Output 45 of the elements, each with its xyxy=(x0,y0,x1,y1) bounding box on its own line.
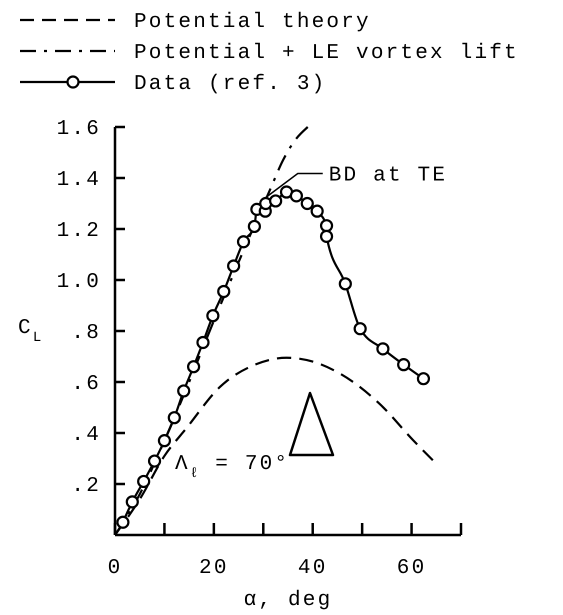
point xyxy=(248,220,261,234)
point xyxy=(227,259,240,273)
y-tick-label: 1.4 xyxy=(56,169,101,192)
point xyxy=(116,516,130,529)
point xyxy=(310,204,324,218)
y-tick-label: .2 xyxy=(71,475,101,498)
legend-label: Potential + LE vortex lift xyxy=(134,42,519,65)
point xyxy=(126,495,139,508)
point xyxy=(158,434,172,448)
point xyxy=(290,189,304,202)
x-tick-label: 0 xyxy=(108,557,122,580)
point xyxy=(320,219,334,232)
point xyxy=(137,474,150,488)
point xyxy=(416,372,430,386)
point xyxy=(186,360,200,374)
legend-label: Potential theory xyxy=(134,11,371,34)
point xyxy=(338,277,352,290)
x-axis-title: α, deg xyxy=(244,589,332,612)
y-tick-label: 1.2 xyxy=(56,220,101,243)
point xyxy=(177,384,190,398)
y-tick-label: .6 xyxy=(71,373,101,396)
point xyxy=(280,185,294,199)
point xyxy=(397,358,410,372)
y-tick-label: .8 xyxy=(71,322,101,345)
y-tick-label: .4 xyxy=(71,424,101,447)
point xyxy=(196,336,210,350)
annotation: BD at TE xyxy=(328,164,448,188)
point xyxy=(236,235,250,248)
point xyxy=(376,342,390,356)
y-tick-label: 1.6 xyxy=(56,118,101,141)
point xyxy=(206,309,220,322)
point xyxy=(354,322,367,336)
legend-label: Data (ref. 3) xyxy=(134,73,326,96)
x-tick-label: 60 xyxy=(396,557,426,580)
point xyxy=(148,454,162,468)
point xyxy=(217,284,230,298)
x-tick-label: 20 xyxy=(199,557,229,580)
point xyxy=(320,230,334,243)
point xyxy=(168,411,181,424)
point xyxy=(269,194,282,208)
annotation: Λ$_{ℓ}$ = 70° xyxy=(175,453,290,482)
y-tick-label: 1.0 xyxy=(56,271,101,294)
point xyxy=(300,196,314,210)
x-tick-label: 40 xyxy=(298,557,328,580)
y-axis-title: C$_{L}$ xyxy=(18,317,44,346)
